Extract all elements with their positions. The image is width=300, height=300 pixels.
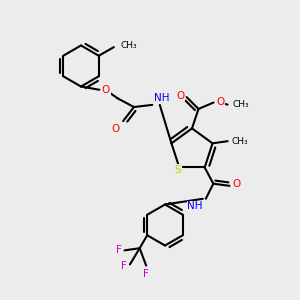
Text: NH: NH <box>187 201 203 211</box>
Text: O: O <box>232 179 241 189</box>
Text: CH₃: CH₃ <box>232 100 249 109</box>
Text: F: F <box>121 261 127 271</box>
Text: CH₃: CH₃ <box>121 41 137 50</box>
Text: O: O <box>216 97 224 107</box>
Text: S: S <box>175 165 181 175</box>
Text: O: O <box>112 124 120 134</box>
Text: O: O <box>102 85 110 95</box>
Text: F: F <box>116 245 122 255</box>
Text: CH₃: CH₃ <box>232 137 248 146</box>
Text: O: O <box>176 91 184 100</box>
Text: F: F <box>143 269 149 279</box>
Text: NH: NH <box>154 93 169 103</box>
